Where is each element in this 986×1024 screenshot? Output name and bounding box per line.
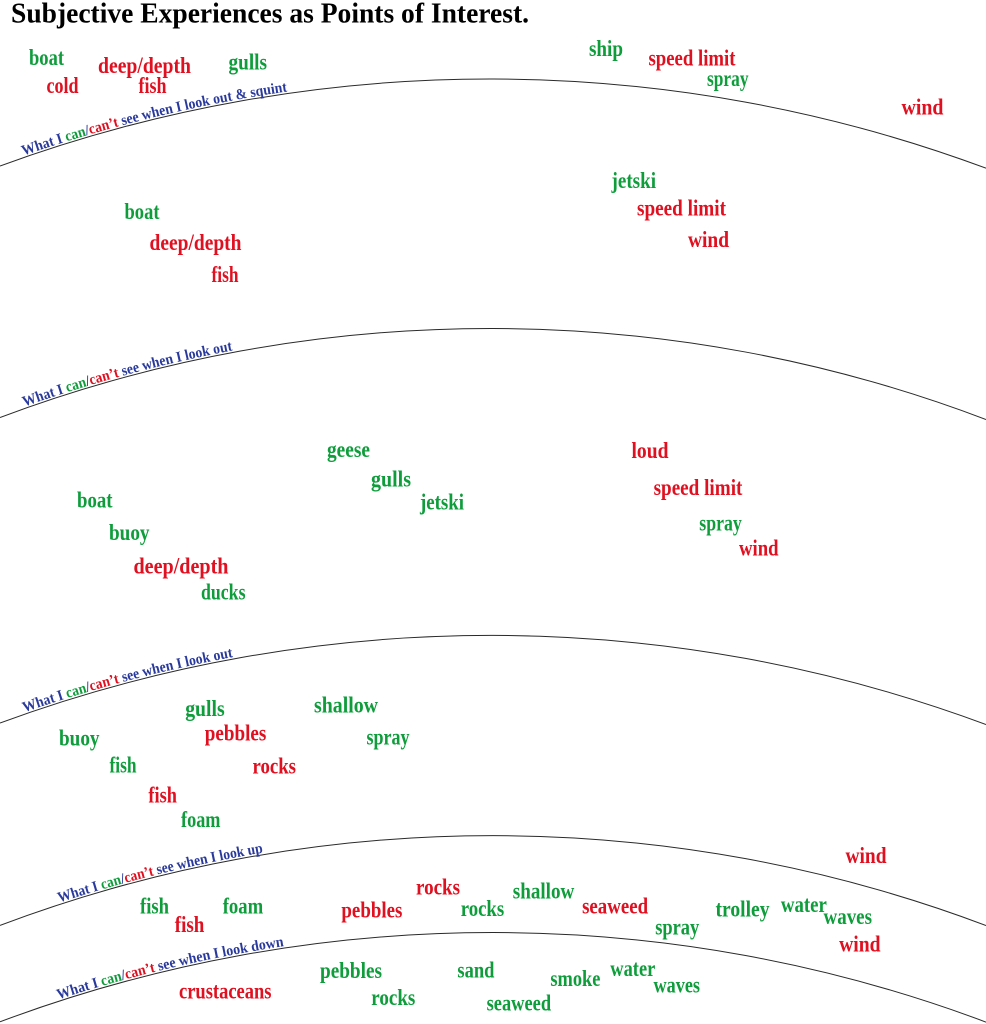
svg-text:fish: fish (110, 752, 137, 777)
svg-text:ship: ship (589, 36, 623, 61)
svg-text:buoy: buoy (109, 520, 150, 545)
svg-text:water: water (781, 892, 827, 917)
svg-text:rocks: rocks (371, 985, 415, 1010)
svg-text:crustaceans: crustaceans (179, 979, 272, 1004)
svg-text:pebbles: pebbles (205, 721, 267, 746)
svg-text:What I can/can’t see when I lo: What I can/can’t see when I look out (20, 339, 233, 411)
svg-text:speed limit: speed limit (654, 475, 743, 500)
svg-text:seaweed: seaweed (487, 991, 552, 1016)
svg-text:seaweed: seaweed (582, 894, 648, 919)
svg-text:shallow: shallow (314, 693, 378, 718)
svg-text:wind: wind (739, 536, 779, 561)
svg-text:fish: fish (139, 73, 167, 98)
svg-text:geese: geese (327, 437, 370, 462)
svg-text:deep/depth: deep/depth (150, 230, 242, 255)
svg-text:gulls: gulls (229, 50, 268, 75)
svg-text:ducks: ducks (201, 580, 246, 605)
svg-text:speed limit: speed limit (649, 46, 736, 71)
svg-text:smoke: smoke (550, 966, 600, 991)
svg-text:boat: boat (125, 199, 160, 224)
svg-text:spray: spray (367, 725, 410, 750)
svg-text:rocks: rocks (253, 754, 297, 779)
svg-text:boat: boat (77, 488, 113, 513)
svg-text:sand: sand (457, 958, 494, 983)
svg-text:fish: fish (175, 912, 205, 937)
svg-text:spray: spray (655, 915, 699, 940)
svg-text:jetski: jetski (419, 490, 464, 515)
svg-text:pebbles: pebbles (320, 958, 382, 983)
svg-text:waves: waves (824, 904, 873, 929)
svg-text:Subjective Experiences as Poin: Subjective Experiences as Points of Inte… (11, 0, 529, 30)
svg-text:pebbles: pebbles (341, 898, 402, 923)
svg-text:boat: boat (29, 45, 64, 70)
svg-text:wind: wind (839, 931, 881, 956)
svg-text:fish: fish (148, 783, 177, 808)
svg-text:spray: spray (699, 511, 742, 536)
svg-text:shallow: shallow (513, 879, 575, 904)
svg-text:wind: wind (846, 843, 887, 868)
svg-text:gulls: gulls (185, 696, 225, 721)
svg-text:buoy: buoy (59, 725, 100, 750)
svg-text:rocks: rocks (416, 874, 460, 899)
svg-text:waves: waves (654, 973, 701, 998)
svg-text:foam: foam (181, 807, 221, 832)
svg-text:deep/depth: deep/depth (134, 554, 229, 579)
svg-text:foam: foam (223, 893, 264, 918)
svg-text:loud: loud (632, 438, 669, 463)
svg-text:spray: spray (707, 66, 749, 91)
svg-text:fish: fish (212, 262, 239, 287)
svg-text:gulls: gulls (371, 467, 411, 492)
svg-text:water: water (610, 956, 655, 981)
svg-text:speed limit: speed limit (637, 196, 726, 221)
svg-text:wind: wind (688, 227, 729, 252)
svg-text:trolley: trolley (716, 897, 770, 922)
svg-text:rocks: rocks (461, 896, 505, 921)
svg-text:jetski: jetski (611, 168, 657, 193)
svg-text:cold: cold (47, 73, 79, 98)
svg-text:fish: fish (140, 893, 169, 918)
svg-text:deep/depth: deep/depth (98, 53, 191, 78)
svg-text:wind: wind (902, 95, 944, 120)
